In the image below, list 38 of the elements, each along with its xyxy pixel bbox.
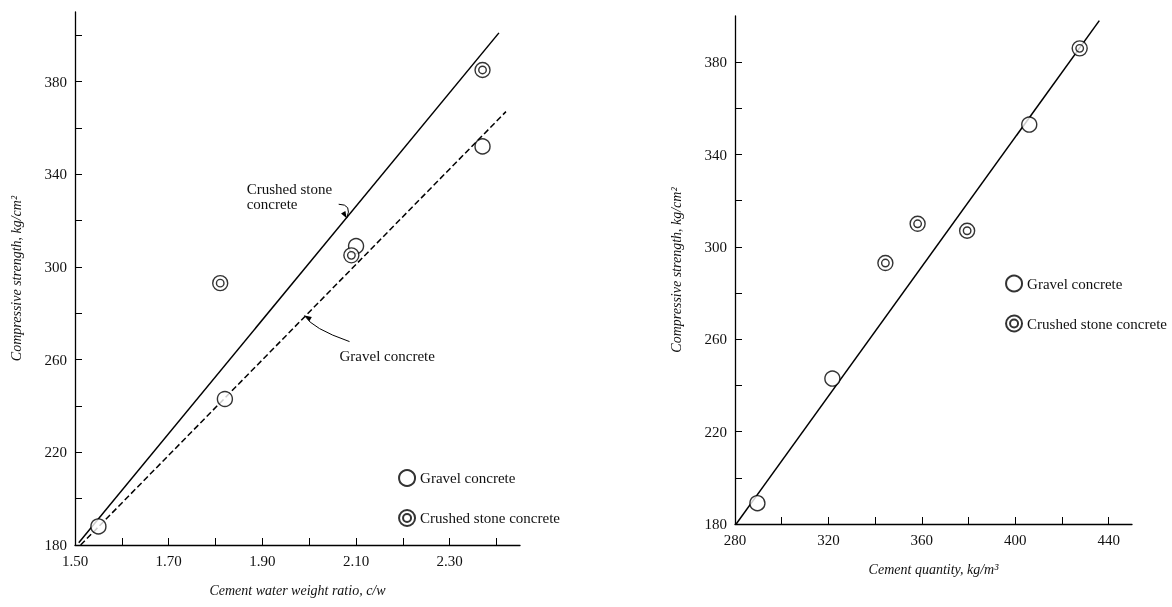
- y-tick-label: 380: [704, 54, 727, 71]
- x-tick-label: 1.50: [61, 552, 89, 569]
- y-tick-label: 340: [704, 146, 727, 163]
- y-axis-title: Compressive strength, kg/cm²: [668, 186, 684, 353]
- x-axis-title: Cement water weight ratio, c/w: [209, 582, 387, 598]
- x-tick-label: 400: [1003, 531, 1027, 548]
- legend-label: Crushed stone concrete: [420, 510, 561, 526]
- x-tick-label: 1.70: [155, 552, 182, 569]
- x-tick-label: 2.30: [436, 552, 463, 569]
- point: [216, 390, 234, 408]
- y-axis-title: Compressive strength, kg/cm²: [8, 195, 24, 362]
- y-tick-label: 260: [704, 331, 727, 348]
- y-tick-label: 300: [704, 238, 727, 255]
- x-tick-label: 2.10: [342, 552, 370, 569]
- legend-label: Gravel concrete: [1027, 275, 1123, 292]
- y-tick-label: 300: [44, 258, 67, 275]
- annotation: Crushed stone concrete: [246, 180, 336, 212]
- x-tick-label: 1.90: [249, 552, 276, 569]
- y-tick-label: 220: [44, 444, 67, 461]
- x-tick-label: 360: [910, 531, 934, 548]
- x-tick-label: 280: [723, 531, 747, 548]
- legend-label: Gravel concrete: [420, 470, 516, 486]
- y-tick-label: 180: [44, 537, 67, 553]
- y-tick-label: 380: [44, 73, 67, 90]
- x-tick-label: 320: [817, 531, 840, 548]
- y-tick-label: 180: [704, 516, 727, 532]
- x-axis-title: Cement quantity, kg/m³: [868, 561, 1000, 577]
- point: [1021, 116, 1038, 133]
- x-tick-label: 440: [1097, 531, 1120, 548]
- y-tick-label: 220: [704, 423, 727, 440]
- y-tick-label: 340: [44, 166, 67, 183]
- y-tick-label: 260: [44, 351, 67, 368]
- point: [749, 495, 766, 512]
- point: [824, 370, 841, 387]
- point: [474, 138, 491, 155]
- annotation: Gravel concrete: [339, 347, 436, 364]
- point: [90, 518, 107, 535]
- legend-label: Crushed stone concrete: [1027, 315, 1168, 332]
